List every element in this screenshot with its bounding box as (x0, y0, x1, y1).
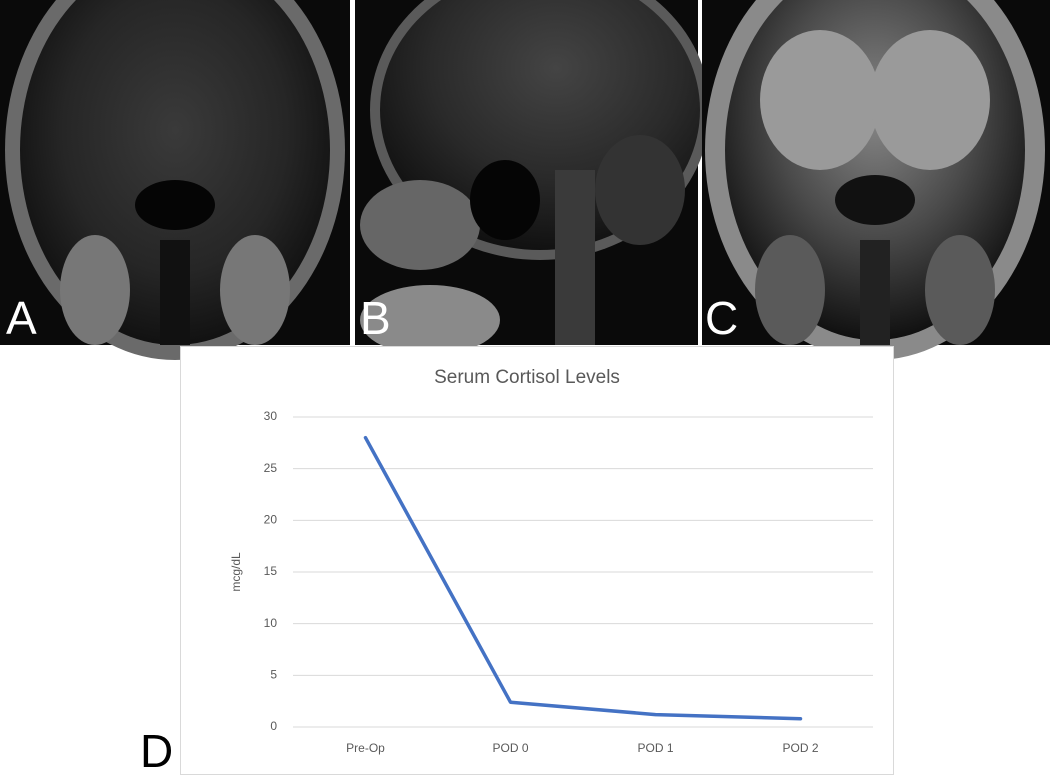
x-tick-label: POD 2 (782, 741, 818, 755)
mri-panel-c (702, 0, 1050, 360)
y-tick-label: 5 (270, 668, 277, 682)
y-tick-label: 20 (264, 513, 278, 527)
panel-label: A (6, 292, 37, 344)
y-tick-label: 10 (264, 616, 278, 630)
x-tick-label: Pre-Op (346, 741, 385, 755)
y-tick-label: 0 (270, 719, 277, 733)
y-tick-label: 30 (264, 409, 278, 423)
y-axis-label: mcg/dL (229, 552, 243, 592)
data-line (363, 435, 803, 721)
x-tick-label: POD 1 (637, 741, 673, 755)
y-tick-label: 25 (264, 461, 278, 475)
x-tick-label: POD 0 (492, 741, 528, 755)
panel-label: B (360, 292, 391, 344)
mri-panel-b (355, 0, 710, 355)
mri-panel-a (0, 0, 350, 360)
panel-label: D (140, 725, 173, 777)
y-tick-label: 15 (264, 564, 278, 578)
chart-title: Serum Cortisol Levels (434, 367, 620, 388)
chart-area (180, 346, 894, 775)
panel-label: C (705, 292, 738, 344)
